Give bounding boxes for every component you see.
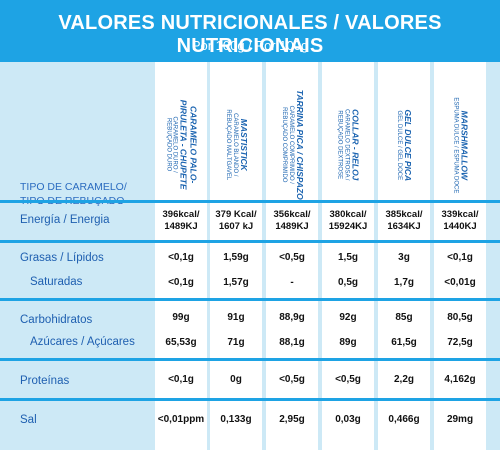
salt-cell: 0,133g — [220, 414, 252, 425]
sugars-cell: 72,5g — [447, 337, 473, 348]
row-separator — [0, 200, 500, 203]
candy-type-label-line: TIPO DE CARAMELO/ — [20, 181, 127, 193]
product-type: CARAMELO COMPRIMIDO / — [288, 105, 295, 185]
product-header: CARAMELO PALO- PIRULETA - CHUPETE CARAME… — [155, 70, 207, 220]
product-name: MARSHMALLOW — [459, 110, 470, 180]
product-column — [322, 62, 374, 450]
product-column — [378, 62, 430, 450]
salt-cell: <0,01ppm — [157, 414, 205, 425]
fat-cell: 1,5g — [337, 252, 358, 263]
protein-cell: 0g — [230, 374, 242, 385]
salt-cell: 2,95g — [279, 414, 305, 425]
row-label-protein: Proteínas — [20, 375, 70, 387]
product-type: GEL DULCE / GEL DOCE — [396, 110, 403, 180]
carbs-cell: 88,9g — [279, 312, 305, 323]
product-name: TARRINA PICA / CHISPAZO — [294, 89, 305, 201]
sugars-cell: 71g — [227, 337, 245, 348]
carbs-cell: 91g — [227, 312, 245, 323]
product-header: MARSHMALLOW ESPUMA DULCE / ESPUMA DOCE — [434, 70, 486, 220]
carbs-cell: 92g — [339, 312, 357, 323]
product-name: COLLAR - RELOJ — [350, 109, 361, 181]
protein-cell: 4,162g — [444, 374, 476, 385]
page-subtitle: Por 100g / Por 100g — [191, 38, 309, 53]
sugars-cell: 89g — [339, 337, 357, 348]
fat-cell: 1,59g — [223, 252, 249, 263]
product-column — [155, 62, 207, 450]
product-type: REBUÇADO DEXTROSE — [337, 110, 344, 180]
salt-cell: 0,466g — [388, 414, 420, 425]
row-separator — [0, 240, 500, 243]
product-name: PIRULETA - CHUPETE — [178, 100, 189, 190]
carbs-cell: 85g — [395, 312, 413, 323]
product-header: GEL DULCE PICA GEL DULCE / GEL DOCE — [378, 70, 430, 220]
energy-cell: 385kcal/1634KJ — [385, 209, 423, 232]
product-header: COLLAR - RELOJ CARAMELO DEXTROSA / REBUÇ… — [322, 70, 374, 220]
saturated-cell: 1,7g — [393, 277, 414, 288]
protein-cell: <0,5g — [279, 374, 305, 385]
product-name: GEL DULCE PICA — [403, 109, 414, 181]
product-type: CARAMELO BLANDO / — [232, 113, 239, 177]
salt-cell: 29mg — [446, 414, 474, 425]
row-label-carbs: Carbohidratos — [20, 314, 93, 326]
row-label-salt: Sal — [20, 414, 37, 426]
carbs-cell: 80,5g — [447, 312, 473, 323]
saturated-cell: <0,1g — [168, 277, 194, 288]
row-separator — [0, 398, 500, 401]
product-type: ESPUMA DULCE / ESPUMA DOCE — [452, 96, 459, 194]
product-column — [434, 62, 486, 450]
product-header: TARRINA PICA / CHISPAZO CARAMELO COMPRIM… — [266, 70, 318, 220]
carbs-cell: 99g — [172, 312, 190, 323]
fat-cell: 3g — [398, 252, 410, 263]
product-type: REBUÇADO MALTGAVEL — [225, 109, 232, 181]
protein-cell: <0,1g — [168, 374, 194, 385]
fat-cell: <0,5g — [279, 252, 305, 263]
energy-cell: 380kcal/15924KJ — [328, 209, 368, 232]
product-column — [266, 62, 318, 450]
saturated-cell: - — [290, 277, 294, 288]
energy-cell: 396kcal/1489KJ — [162, 209, 200, 232]
product-type: REBUÇADO DURO — [165, 118, 172, 172]
row-label-fat: Grasas / Lípidos — [20, 252, 104, 264]
product-column — [210, 62, 262, 450]
sugars-cell: 61,5g — [391, 337, 417, 348]
salt-cell: 0,03g — [335, 414, 361, 425]
product-type: CARAMELO DEXTROSA / — [344, 109, 351, 181]
saturated-cell: <0,01g — [444, 277, 476, 288]
saturated-cell: 1,57g — [223, 277, 249, 288]
protein-cell: 2,2g — [393, 374, 414, 385]
energy-cell: 356kcal/1489KJ — [273, 209, 311, 232]
nutrition-table: CARAMELO PALO- PIRULETA - CHUPETE CARAME… — [0, 62, 500, 450]
sugars-cell: 65,53g — [165, 337, 197, 348]
product-header: MASTISTICK CARAMELO BLANDO / REBUÇADO MA… — [210, 70, 262, 220]
energy-cell: 339kcal/1440KJ — [441, 209, 479, 232]
fat-cell: <0,1g — [168, 252, 194, 263]
row-label-energy: Energía / Energia — [20, 214, 110, 226]
fat-cell: <0,1g — [447, 252, 473, 263]
row-separator — [0, 298, 500, 301]
product-type: REBUÇADO COMPRIMIDO — [281, 107, 288, 183]
row-label-saturated: Saturadas — [30, 276, 83, 288]
protein-cell: <0,5g — [335, 374, 361, 385]
saturated-cell: 0,5g — [337, 277, 358, 288]
sugars-cell: 88,1g — [279, 337, 305, 348]
candy-type-label: TIPO DE CARAMELO/ TIPO DE REBUÇADO — [20, 180, 160, 208]
product-name: MASTISTICK — [238, 119, 249, 171]
page-title: VALORES NUTRICIONALES / VALORES NUTRICIO… — [58, 12, 442, 57]
energy-cell: 379 Kcal/1607 kJ — [215, 209, 257, 232]
row-label-sugars: Azúcares / Açúcares — [30, 336, 135, 348]
product-name: CARAMELO PALO- — [188, 106, 199, 184]
row-separator — [0, 358, 500, 361]
header: VALORES NUTRICIONALES / VALORES NUTRICIO… — [0, 0, 500, 60]
